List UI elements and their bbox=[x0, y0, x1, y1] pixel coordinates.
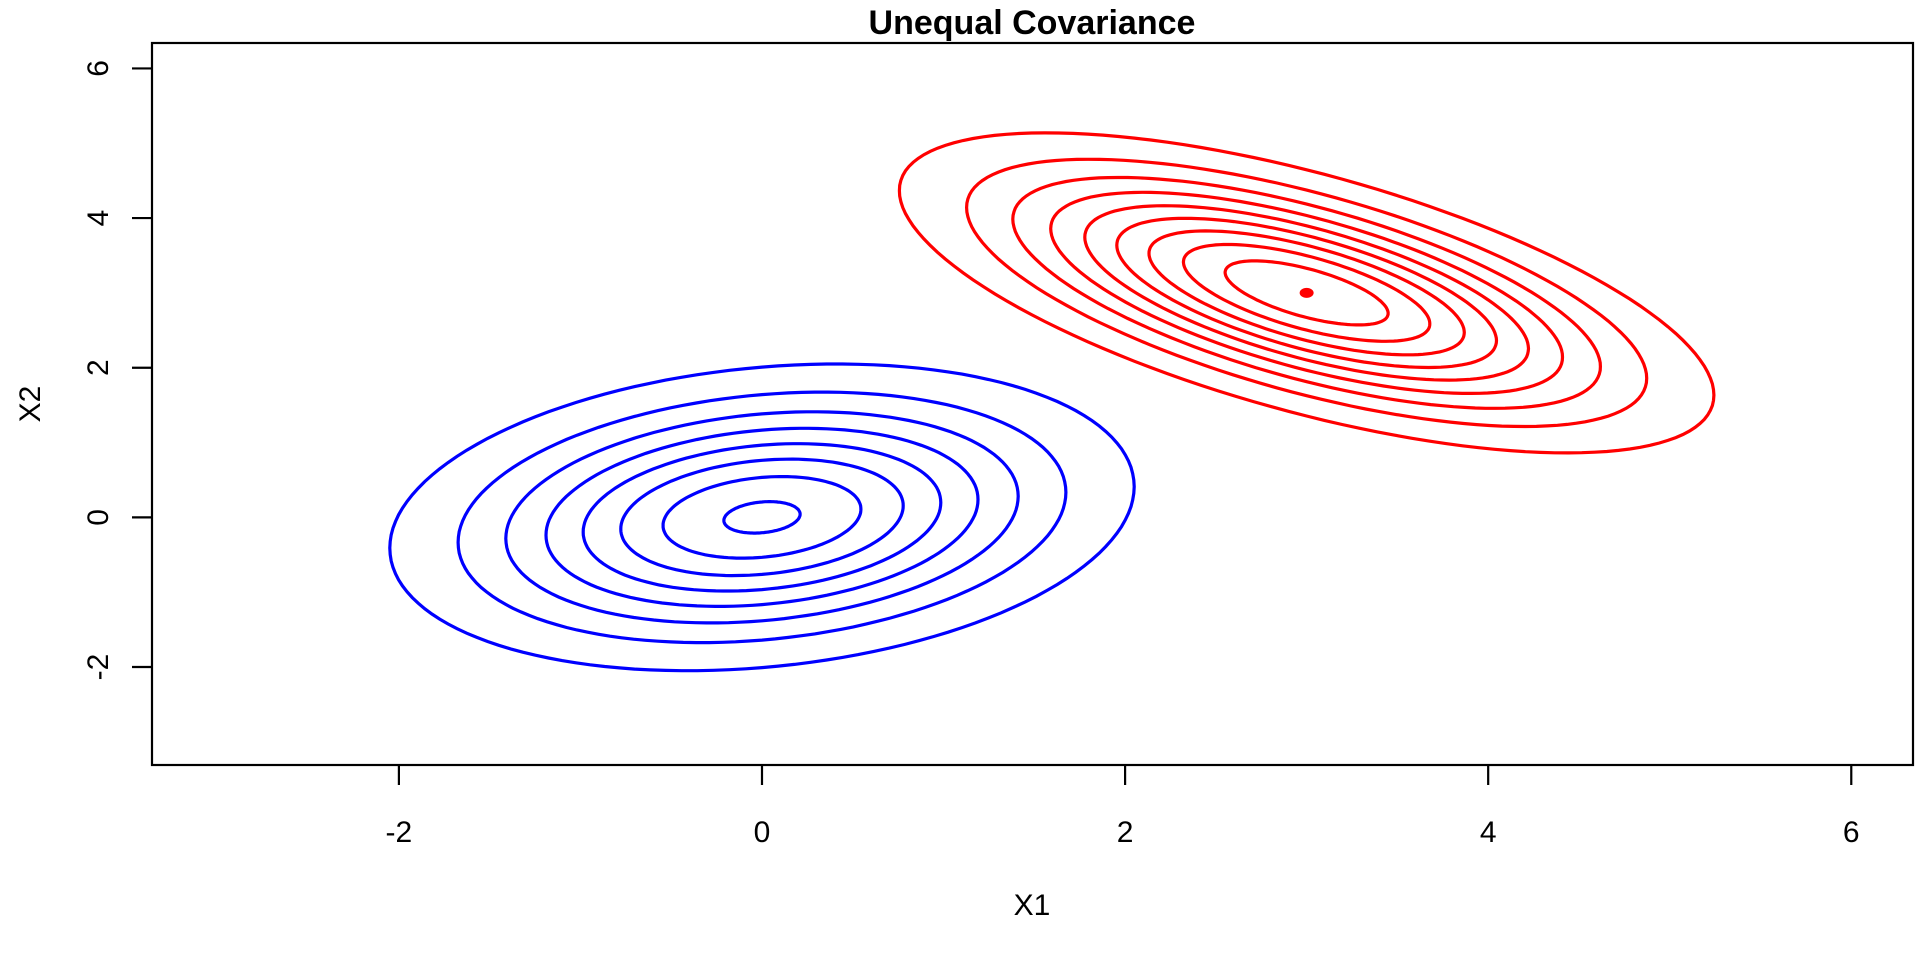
contour-ring-gaussian-class-2 bbox=[897, 131, 1716, 455]
contour-ring-gaussian-class-1 bbox=[504, 410, 1020, 625]
contour-ring-gaussian-class-1 bbox=[581, 442, 943, 593]
x-tick-label: 4 bbox=[1480, 816, 1497, 849]
contour-ring-gaussian-class-1 bbox=[619, 457, 905, 578]
contour-ring-gaussian-class-2 bbox=[1181, 242, 1432, 343]
plot-title: Unequal Covariance bbox=[869, 4, 1196, 42]
contour-ring-gaussian-class-1 bbox=[388, 362, 1136, 673]
x-tick-label: 2 bbox=[1117, 816, 1134, 849]
y-tick-label: 4 bbox=[82, 210, 115, 227]
y-axis-label: X2 bbox=[14, 386, 47, 423]
contour-ring-gaussian-class-2 bbox=[1049, 190, 1565, 395]
contour-ring-gaussian-class-1 bbox=[456, 390, 1068, 645]
x-tick-label: -2 bbox=[386, 816, 413, 849]
y-tick-label: -2 bbox=[82, 654, 115, 681]
x-tick-label: 6 bbox=[1843, 816, 1860, 849]
x-tick-label: 0 bbox=[754, 816, 771, 849]
y-tick-label: 0 bbox=[82, 509, 115, 526]
contour-ring-gaussian-class-2 bbox=[1115, 216, 1499, 370]
y-tick-label: 6 bbox=[82, 60, 115, 77]
contour-ring-gaussian-class-2 bbox=[1083, 204, 1531, 382]
contour-ring-gaussian-class-2 bbox=[1223, 259, 1390, 327]
y-tick-label: 2 bbox=[82, 359, 115, 376]
x-axis-label: X1 bbox=[1014, 889, 1051, 922]
center-dot-gaussian-class-2 bbox=[1299, 287, 1314, 298]
contour-ring-gaussian-class-1 bbox=[661, 475, 863, 560]
plot-border bbox=[150, 41, 1915, 767]
contour-ring-gaussian-class-2 bbox=[1011, 175, 1603, 410]
contour-ring-gaussian-class-2 bbox=[964, 157, 1649, 429]
contour-ring-gaussian-class-2 bbox=[1147, 229, 1466, 357]
contour-ring-gaussian-class-1 bbox=[722, 500, 802, 535]
contour-ring-gaussian-class-1 bbox=[544, 426, 980, 608]
